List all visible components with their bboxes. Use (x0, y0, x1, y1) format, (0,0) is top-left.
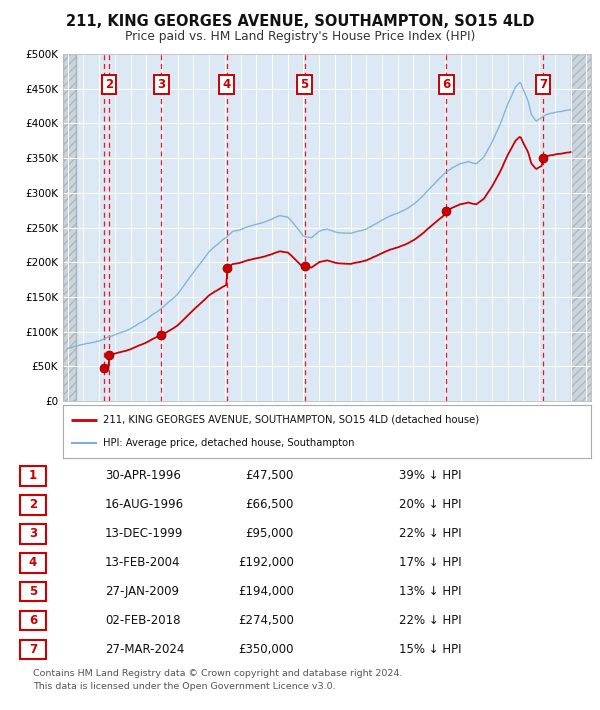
Text: HPI: Average price, detached house, Southampton: HPI: Average price, detached house, Sout… (103, 438, 354, 448)
FancyBboxPatch shape (20, 581, 46, 601)
Text: Contains HM Land Registry data © Crown copyright and database right 2024.: Contains HM Land Registry data © Crown c… (33, 669, 403, 678)
Text: 16-AUG-1996: 16-AUG-1996 (105, 498, 184, 511)
Bar (63, 54, 76, 401)
Text: 7: 7 (539, 78, 547, 91)
Text: £95,000: £95,000 (246, 528, 294, 540)
FancyBboxPatch shape (20, 495, 46, 515)
FancyBboxPatch shape (20, 640, 46, 659)
Text: 02-FEB-2018: 02-FEB-2018 (105, 614, 181, 627)
FancyBboxPatch shape (20, 611, 46, 630)
Text: 27-JAN-2009: 27-JAN-2009 (105, 585, 179, 598)
Text: 7: 7 (29, 643, 37, 656)
Text: £274,500: £274,500 (238, 614, 294, 627)
Text: 6: 6 (442, 78, 451, 91)
Text: 4: 4 (223, 78, 231, 91)
Text: 5: 5 (29, 585, 37, 598)
Text: Price paid vs. HM Land Registry's House Price Index (HPI): Price paid vs. HM Land Registry's House … (125, 30, 475, 43)
FancyBboxPatch shape (20, 524, 46, 544)
Text: £47,500: £47,500 (245, 469, 294, 483)
Text: 1: 1 (29, 469, 37, 483)
Text: 3: 3 (29, 528, 37, 540)
Text: This data is licensed under the Open Government Licence v3.0.: This data is licensed under the Open Gov… (33, 682, 335, 691)
Text: 13-FEB-2004: 13-FEB-2004 (105, 556, 181, 569)
FancyBboxPatch shape (20, 553, 46, 572)
Text: 5: 5 (301, 78, 308, 91)
Text: 211, KING GEORGES AVENUE, SOUTHAMPTON, SO15 4LD (detached house): 211, KING GEORGES AVENUE, SOUTHAMPTON, S… (103, 415, 479, 425)
Text: 27-MAR-2024: 27-MAR-2024 (105, 643, 184, 656)
Text: £350,000: £350,000 (239, 643, 294, 656)
Text: 15% ↓ HPI: 15% ↓ HPI (399, 643, 461, 656)
Text: 3: 3 (157, 78, 165, 91)
Text: 4: 4 (29, 556, 37, 569)
Text: 6: 6 (29, 614, 37, 627)
Text: £194,000: £194,000 (238, 585, 294, 598)
Text: 13% ↓ HPI: 13% ↓ HPI (399, 585, 461, 598)
Text: 39% ↓ HPI: 39% ↓ HPI (399, 469, 461, 483)
Text: 211, KING GEORGES AVENUE, SOUTHAMPTON, SO15 4LD: 211, KING GEORGES AVENUE, SOUTHAMPTON, S… (66, 14, 534, 29)
Text: 20% ↓ HPI: 20% ↓ HPI (399, 498, 461, 511)
Text: 13-DEC-1999: 13-DEC-1999 (105, 528, 184, 540)
Text: £192,000: £192,000 (238, 556, 294, 569)
Text: 30-APR-1996: 30-APR-1996 (105, 469, 181, 483)
Text: 2: 2 (29, 498, 37, 511)
Text: 22% ↓ HPI: 22% ↓ HPI (399, 614, 461, 627)
Text: 17% ↓ HPI: 17% ↓ HPI (399, 556, 461, 569)
Text: 2: 2 (105, 78, 113, 91)
Text: £66,500: £66,500 (245, 498, 294, 511)
Bar (571, 54, 591, 401)
Bar (63, 54, 76, 401)
Text: 22% ↓ HPI: 22% ↓ HPI (399, 528, 461, 540)
FancyBboxPatch shape (20, 466, 46, 486)
Bar (571, 54, 591, 401)
